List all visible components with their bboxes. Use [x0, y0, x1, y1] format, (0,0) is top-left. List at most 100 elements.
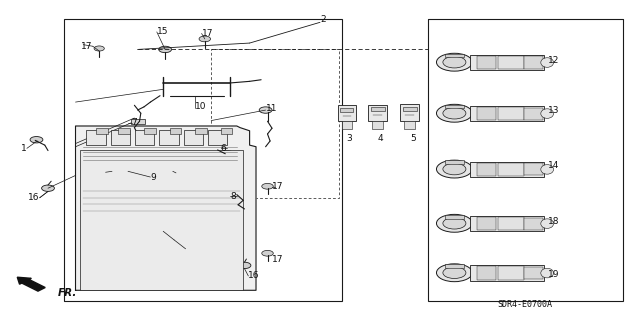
Bar: [470, 55, 544, 70]
Bar: [64, 19, 342, 301]
Bar: [371, 107, 385, 111]
Text: 17: 17: [272, 182, 284, 191]
Circle shape: [436, 264, 472, 282]
Bar: [144, 128, 156, 134]
Text: 5: 5: [410, 134, 415, 143]
Text: 17: 17: [272, 256, 284, 264]
Circle shape: [85, 211, 164, 251]
Bar: [470, 106, 544, 121]
Bar: [368, 105, 387, 121]
Bar: [445, 54, 464, 57]
Bar: [498, 217, 524, 230]
Circle shape: [113, 226, 136, 237]
Bar: [208, 130, 227, 145]
Circle shape: [443, 163, 466, 175]
Bar: [86, 130, 106, 145]
Text: 9: 9: [150, 173, 156, 182]
Circle shape: [199, 36, 211, 42]
Text: 17: 17: [202, 29, 213, 38]
Text: 18: 18: [548, 217, 559, 226]
Circle shape: [436, 53, 472, 71]
Text: 16: 16: [248, 271, 260, 280]
Polygon shape: [76, 126, 256, 290]
Bar: [111, 130, 130, 145]
Bar: [112, 169, 173, 174]
FancyArrow shape: [17, 277, 45, 291]
Circle shape: [99, 219, 150, 244]
Bar: [211, 49, 339, 198]
Bar: [131, 119, 145, 124]
Circle shape: [187, 246, 223, 264]
Circle shape: [159, 46, 172, 53]
Bar: [195, 128, 207, 134]
Text: 7: 7: [131, 118, 137, 127]
Text: 16: 16: [28, 193, 40, 202]
Bar: [118, 128, 130, 134]
Circle shape: [259, 107, 272, 113]
Bar: [470, 265, 544, 281]
Circle shape: [436, 214, 472, 232]
Bar: [342, 121, 352, 129]
Bar: [159, 130, 179, 145]
Text: 3: 3: [346, 134, 351, 143]
Bar: [170, 128, 181, 134]
Bar: [428, 19, 623, 301]
Bar: [524, 108, 543, 120]
Text: FR.: FR.: [58, 288, 77, 298]
Text: 13: 13: [548, 106, 559, 115]
Text: 11: 11: [266, 104, 277, 113]
Bar: [135, 130, 154, 145]
Circle shape: [218, 151, 235, 159]
Bar: [470, 216, 544, 231]
Text: 6: 6: [221, 144, 227, 153]
Ellipse shape: [541, 219, 554, 228]
Bar: [524, 267, 543, 279]
Text: 4: 4: [378, 134, 383, 143]
Bar: [80, 150, 243, 290]
Ellipse shape: [541, 165, 554, 174]
Circle shape: [30, 137, 43, 143]
Text: 8: 8: [230, 192, 236, 201]
Circle shape: [443, 108, 466, 119]
Bar: [498, 163, 524, 176]
Bar: [400, 104, 419, 121]
Bar: [184, 130, 203, 145]
Circle shape: [436, 160, 472, 178]
Text: 15: 15: [157, 27, 168, 36]
Circle shape: [262, 250, 273, 256]
Circle shape: [443, 56, 466, 68]
Bar: [498, 56, 524, 69]
Circle shape: [94, 46, 104, 51]
Text: 19: 19: [548, 270, 559, 279]
Text: 10: 10: [195, 102, 207, 111]
Bar: [340, 108, 353, 112]
Circle shape: [174, 240, 236, 271]
Text: 12: 12: [548, 56, 559, 65]
Bar: [477, 107, 496, 120]
Text: 14: 14: [548, 161, 559, 170]
Circle shape: [262, 183, 273, 189]
Circle shape: [238, 262, 251, 269]
Bar: [477, 56, 496, 69]
Text: 1: 1: [21, 144, 27, 153]
Bar: [477, 163, 496, 176]
Bar: [524, 163, 543, 175]
Bar: [445, 264, 464, 268]
Bar: [445, 215, 464, 219]
Bar: [372, 121, 383, 129]
Circle shape: [436, 104, 472, 122]
Text: SDR4-E0700A: SDR4-E0700A: [497, 300, 552, 309]
Bar: [524, 56, 543, 69]
Bar: [338, 105, 356, 121]
Bar: [524, 218, 543, 230]
Bar: [470, 162, 544, 177]
Bar: [477, 217, 496, 230]
Text: 17: 17: [81, 42, 93, 51]
Circle shape: [443, 267, 466, 278]
Bar: [445, 160, 464, 164]
Bar: [445, 105, 464, 108]
Bar: [477, 266, 496, 280]
Bar: [498, 266, 524, 280]
Bar: [221, 128, 232, 134]
Text: 2: 2: [320, 15, 326, 24]
